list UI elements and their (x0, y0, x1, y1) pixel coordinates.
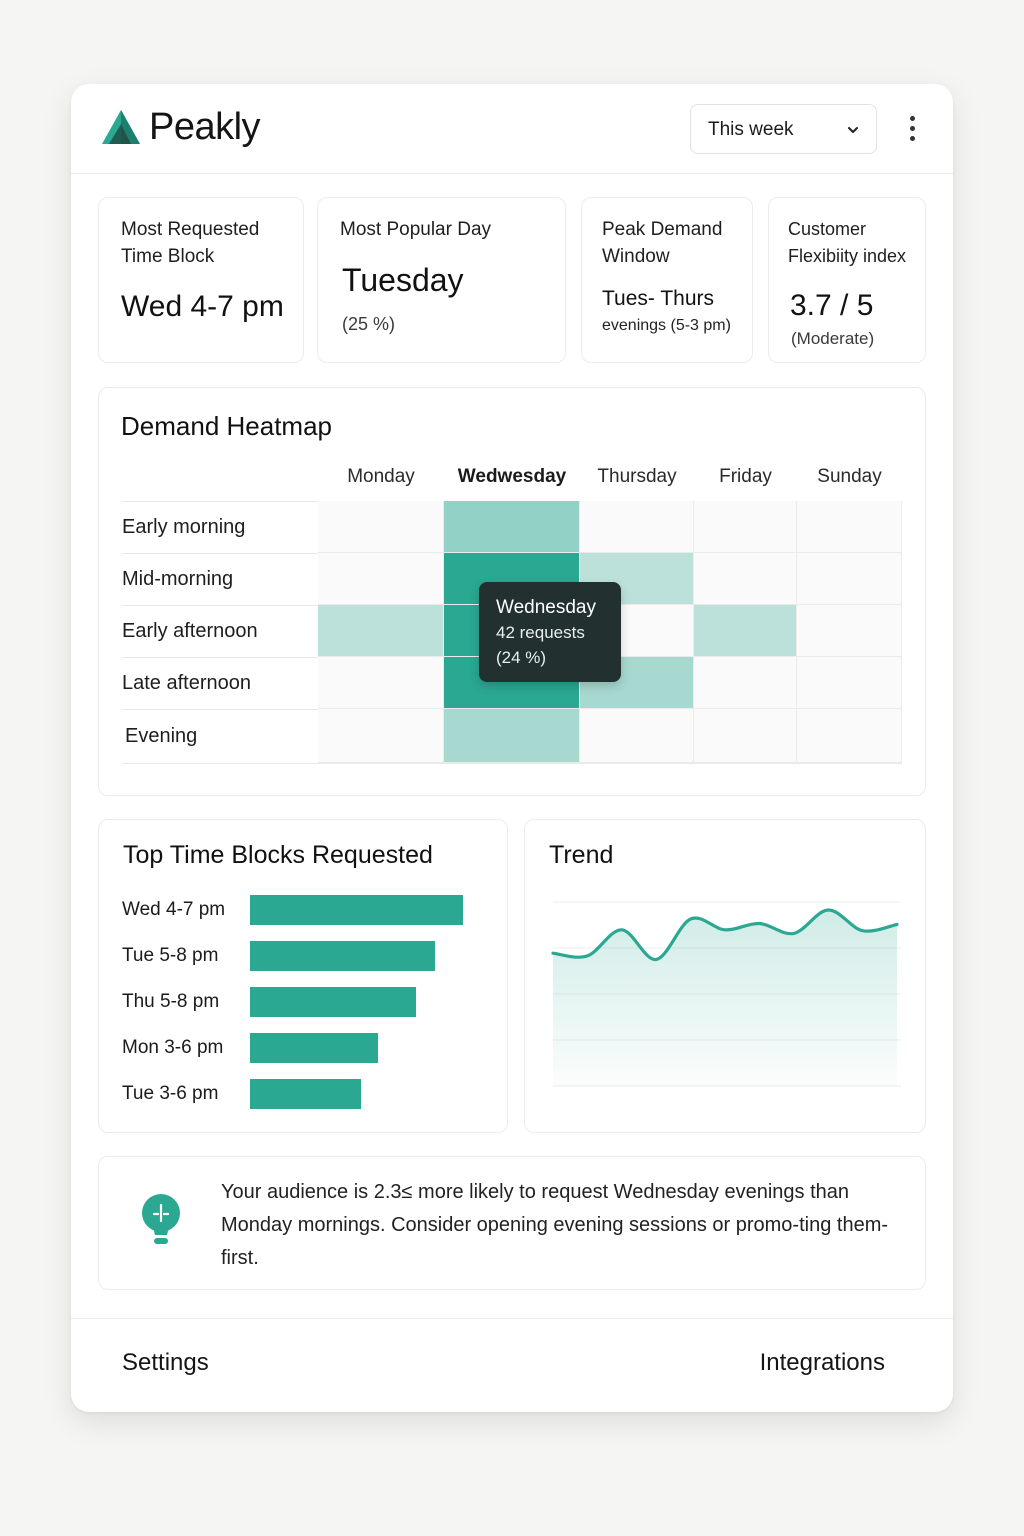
stat-label: Most Popular Day (340, 216, 491, 243)
stat-label: Peak Demand Window (602, 216, 722, 270)
stat-card-most-popular-day: Most Popular Day Tuesday (25 %) (317, 197, 566, 363)
tooltip-requests: 42 requests (496, 623, 585, 642)
heatmap-cell[interactable] (694, 553, 797, 605)
heatmap-cell[interactable] (694, 605, 797, 657)
trend-area (553, 909, 897, 1086)
heatmap-cell[interactable] (580, 501, 694, 553)
tooltip-percent: (24 %) (496, 648, 547, 667)
stat-card-flexibility-index: Customer Flexibiity index 3.7 / 5 (Moder… (768, 197, 926, 363)
header: Peakly This week (71, 84, 953, 174)
stat-sub: (25 %) (342, 314, 396, 334)
stat-label-line: Most Popular Day (340, 219, 492, 240)
time-block-bar[interactable] (250, 987, 416, 1017)
heatmap-cell[interactable] (797, 709, 902, 763)
heatmap-column-header: Sunday (817, 466, 882, 487)
bar-label: Wed 4-7 pm (122, 899, 226, 920)
time-block-bar[interactable] (250, 941, 435, 971)
stat-sub: evenings (5-3 pm) (602, 317, 731, 334)
heatmap-row-label: Early morning (122, 516, 246, 538)
heatmap-cell[interactable] (797, 501, 902, 553)
stat-label-line: Most Requested (121, 219, 260, 240)
heatmap-divider (122, 763, 902, 764)
insight-card: Your audience is 2.3≤ more likely to req… (98, 1156, 926, 1290)
heatmap-cell[interactable] (694, 709, 797, 763)
heatmap-cell[interactable] (318, 605, 444, 657)
top-blocks-title: Top Time Blocks Requested (123, 841, 433, 869)
time-block-bar[interactable] (250, 895, 463, 925)
trend-card: Trend (524, 819, 926, 1133)
trend-chart (551, 901, 901, 1087)
heatmap-cell[interactable] (797, 605, 902, 657)
heatmap-row-label: Evening (125, 725, 198, 747)
trend-title: Trend (549, 841, 614, 869)
trend-line (551, 908, 899, 962)
tooltip-title: Wednesday (496, 597, 596, 618)
stat-value: Tuesday (342, 262, 464, 298)
heatmap-row-label: Mid-morning (122, 568, 234, 590)
period-select[interactable]: This week (690, 104, 877, 154)
insight-text: Your audience is 2.3≤ more likely to req… (221, 1181, 889, 1269)
heatmap-row-label: Early afternoon (122, 620, 258, 642)
footer: Settings Integrations (71, 1318, 953, 1412)
heatmap-cell[interactable] (318, 709, 444, 763)
chevron-down-icon (848, 127, 858, 133)
integrations-link[interactable]: Integrations (759, 1349, 885, 1376)
bar-label: Tue 5-8 pm (122, 945, 219, 966)
heatmap-row-label: Late afternoon (122, 672, 251, 694)
heatmap-cell[interactable] (580, 709, 694, 763)
stat-value: Wed 4-7 pm (121, 290, 284, 323)
more-options-icon[interactable] (901, 116, 923, 144)
demand-heatmap-card: Demand Heatmap Monday Wedwesday Thursday… (98, 387, 926, 796)
bar-label: Tue 3-6 pm (122, 1083, 219, 1104)
top-time-blocks-card: Top Time Blocks Requested Wed 4-7 pm Tue … (98, 819, 508, 1133)
heatmap-cell[interactable] (694, 501, 797, 553)
stat-label-line: Customer (788, 219, 867, 239)
stat-card-most-requested: Most Requested Time Block Wed 4-7 pm (98, 197, 304, 363)
stat-sub: (Moderate) (791, 329, 875, 348)
stat-value: Tues- Thurs (602, 287, 715, 310)
stat-label: Most Requested Time Block (121, 216, 259, 270)
peakly-logo-icon (102, 110, 140, 144)
heatmap-cell[interactable] (444, 501, 580, 553)
stat-value: 3.7 / 5 (790, 289, 874, 322)
heatmap-cell[interactable] (797, 553, 902, 605)
stat-card-peak-demand: Peak Demand Window Tues- Thurs evenings … (581, 197, 753, 363)
heatmap-cell[interactable] (318, 553, 444, 605)
heatmap-title: Demand Heatmap (121, 411, 332, 441)
lightbulb-icon (142, 1194, 180, 1244)
time-block-bar[interactable] (250, 1079, 361, 1109)
stat-label-line: Window (602, 246, 670, 267)
stat-label-line: Flexibiity index (788, 246, 907, 266)
time-block-bar[interactable] (250, 1033, 378, 1063)
heatmap-tooltip: Wednesday 42 requests (24 %) (479, 582, 621, 682)
settings-link[interactable]: Settings (122, 1349, 209, 1376)
heatmap-column-header: Thursday (597, 466, 677, 487)
stat-label-line: Peak Demand (602, 219, 723, 240)
dashboard-window: Peakly This week Most Requested Time Blo… (71, 84, 953, 1412)
heatmap-cell[interactable] (694, 657, 797, 709)
brand-name: Peakly (149, 106, 261, 148)
bar-label: Mon 3-6 pm (122, 1037, 224, 1058)
stat-label-line: Time Block (121, 246, 215, 267)
heatmap-cell[interactable] (318, 657, 444, 709)
heatmap-column-header: Monday (347, 466, 415, 487)
period-select-value: This week (708, 119, 794, 140)
heatmap-cell[interactable] (444, 709, 580, 763)
heatmap-column-header: Friday (719, 466, 772, 487)
bar-label: Thu 5-8 pm (122, 991, 220, 1012)
heatmap-cell[interactable] (318, 501, 444, 553)
heatmap-column-header: Wedwesday (457, 466, 567, 487)
stat-label: Customer Flexibiity index (788, 216, 906, 270)
heatmap-cell[interactable] (797, 657, 902, 709)
